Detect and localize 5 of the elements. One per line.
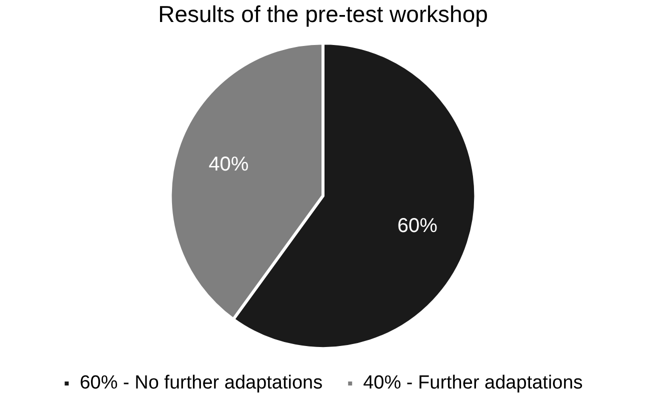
data-label: 40% <box>208 154 249 176</box>
chart-title: Results of the pre-test workshop <box>158 1 488 28</box>
legend-label: 40% - Further adaptations <box>363 372 583 394</box>
data-label: 60% <box>397 214 438 237</box>
legend-label: 60% - No further adaptations <box>80 372 323 394</box>
